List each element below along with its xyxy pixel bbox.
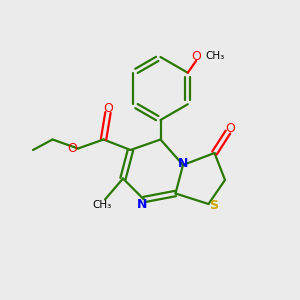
- Text: O: O: [103, 101, 113, 115]
- Text: O: O: [226, 122, 235, 135]
- Text: CH₃: CH₃: [205, 51, 224, 61]
- Text: O: O: [68, 142, 77, 155]
- Text: N: N: [178, 157, 188, 170]
- Text: CH₃: CH₃: [92, 200, 112, 210]
- Text: O: O: [191, 50, 201, 63]
- Text: N: N: [137, 197, 148, 211]
- Text: S: S: [209, 199, 218, 212]
